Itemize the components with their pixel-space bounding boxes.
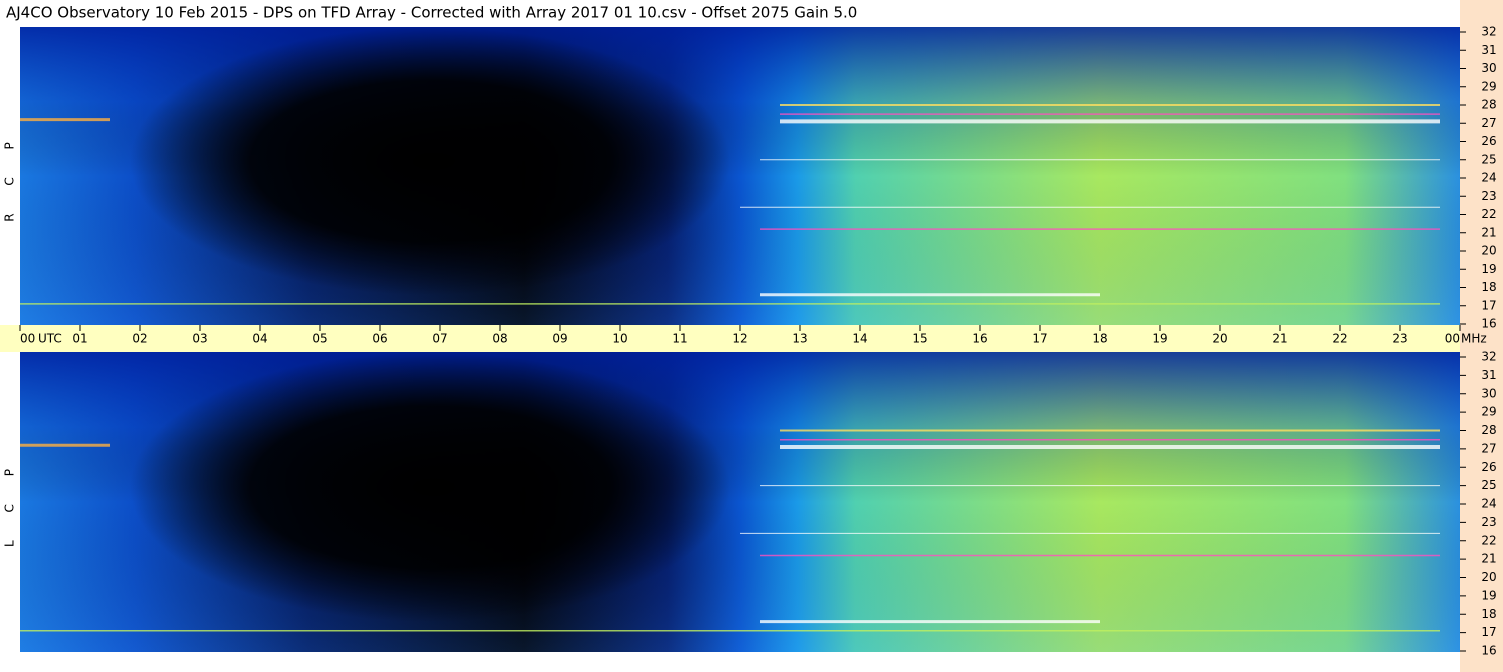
- y-tick-label: 31: [1481, 43, 1496, 57]
- x-tick-label: 20: [1212, 332, 1227, 346]
- x-tick-label: 10: [612, 332, 627, 346]
- night-blob: [130, 352, 730, 622]
- x-tick-label: 18: [1092, 332, 1107, 346]
- x-tick-label: 05: [312, 332, 327, 346]
- y-tick-label: 32: [1481, 25, 1496, 39]
- y-tick-label: 18: [1481, 280, 1496, 294]
- x-tick-label: 22: [1332, 332, 1347, 346]
- y-axis-label: MHz: [1461, 332, 1487, 346]
- x-tick-label: 03: [192, 332, 207, 346]
- x-tick-label: 06: [372, 332, 387, 346]
- y-tick-label: 17: [1481, 625, 1496, 639]
- y-tick-label: 20: [1481, 244, 1496, 258]
- y-tick-label: 21: [1481, 552, 1496, 566]
- time-axis-band: [0, 325, 1460, 352]
- y-tick-label: 23: [1481, 515, 1496, 529]
- y-tick-label: 17: [1481, 298, 1496, 312]
- x-tick-label: 23: [1392, 332, 1407, 346]
- x-tick-label: 12: [732, 332, 747, 346]
- y-tick-label: 16: [1481, 644, 1496, 658]
- x-tick-label: 14: [852, 332, 867, 346]
- y-tick-label: 20: [1481, 570, 1496, 584]
- x-tick-label: 21: [1272, 332, 1287, 346]
- x-axis-label: UTC: [38, 332, 62, 346]
- y-tick-label: 29: [1481, 79, 1496, 93]
- y-tick-label: 30: [1481, 386, 1496, 400]
- y-tick-label: 22: [1481, 207, 1496, 221]
- x-tick-label: 16: [972, 332, 987, 346]
- y-tick-label: 32: [1481, 350, 1496, 364]
- x-tick-label: 19: [1152, 332, 1167, 346]
- y-tick-label: 19: [1481, 262, 1496, 276]
- x-tick-label: 11: [672, 332, 687, 346]
- panel-label: L C P: [3, 457, 17, 547]
- y-tick-label: 31: [1481, 368, 1496, 382]
- y-tick-label: 23: [1481, 189, 1496, 203]
- y-tick-label: 24: [1481, 497, 1496, 511]
- night-blob: [130, 27, 730, 296]
- x-tick-label: 00: [1445, 332, 1460, 346]
- y-tick-label: 28: [1481, 423, 1496, 437]
- x-tick-label: 17: [1032, 332, 1047, 346]
- chart-title: AJ4CO Observatory 10 Feb 2015 - DPS on T…: [6, 4, 857, 22]
- y-tick-label: 19: [1481, 588, 1496, 602]
- y-tick-label: 22: [1481, 533, 1496, 547]
- x-tick-label: 01: [72, 332, 87, 346]
- freq-axis-band: [1460, 0, 1503, 672]
- y-tick-label: 21: [1481, 225, 1496, 239]
- y-tick-label: 27: [1481, 441, 1496, 455]
- y-tick-label: 26: [1481, 460, 1496, 474]
- x-tick-label: 04: [252, 332, 267, 346]
- y-tick-label: 24: [1481, 171, 1496, 185]
- x-tick-label: 07: [432, 332, 447, 346]
- y-tick-label: 25: [1481, 152, 1496, 166]
- y-tick-label: 26: [1481, 134, 1496, 148]
- y-tick-label: 29: [1481, 405, 1496, 419]
- y-tick-label: 28: [1481, 98, 1496, 112]
- x-tick-label: 09: [552, 332, 567, 346]
- y-tick-label: 30: [1481, 61, 1496, 75]
- x-tick-label: 00: [20, 332, 35, 346]
- x-tick-label: 02: [132, 332, 147, 346]
- x-tick-label: 08: [492, 332, 507, 346]
- x-tick-label: 15: [912, 332, 927, 346]
- y-tick-label: 25: [1481, 478, 1496, 492]
- y-tick-label: 16: [1481, 317, 1496, 331]
- y-tick-label: 18: [1481, 607, 1496, 621]
- x-tick-label: 13: [792, 332, 807, 346]
- panel-label: R C P: [3, 130, 17, 222]
- y-tick-label: 27: [1481, 116, 1496, 130]
